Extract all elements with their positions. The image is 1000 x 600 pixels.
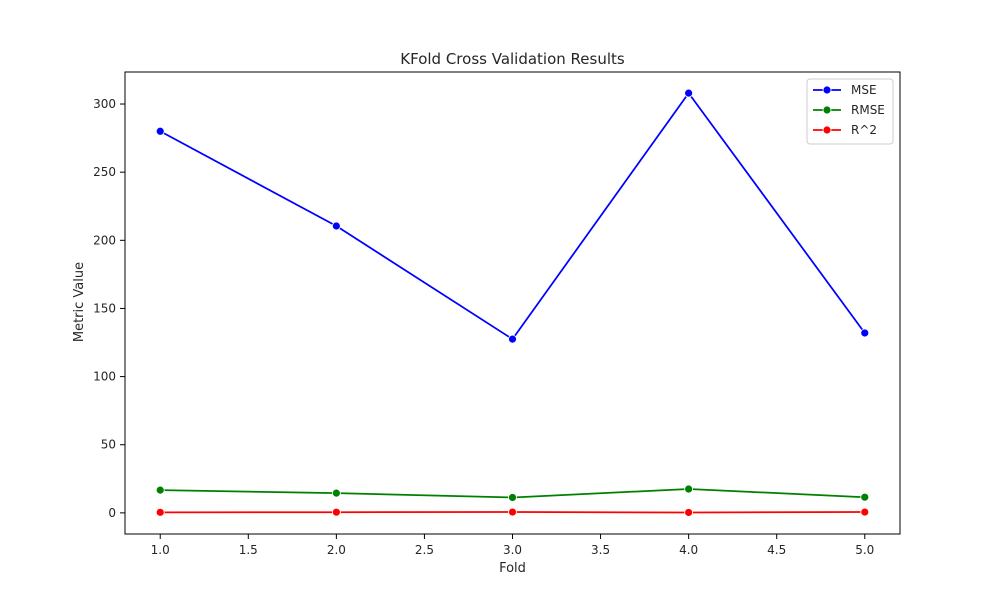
- data-point-mse: [331, 221, 341, 231]
- data-point-rmse: [155, 485, 165, 495]
- y-tick-label: 300: [93, 97, 116, 111]
- data-point-mse: [684, 88, 694, 98]
- y-tick-label: 100: [93, 370, 116, 384]
- data-point-r2: [860, 507, 870, 517]
- legend-marker-mse: [822, 85, 832, 95]
- x-tick-label: 2.0: [327, 543, 346, 557]
- y-axis-label-group: Metric Value: [72, 262, 87, 342]
- legend-marker-r2: [822, 125, 832, 135]
- legend-label-r2: R^2: [851, 123, 877, 137]
- x-tick-label: 2.5: [415, 543, 434, 557]
- x-tick-label: 5.0: [855, 543, 874, 557]
- data-point-rmse: [860, 492, 870, 502]
- x-tick-label: 4.0: [679, 543, 698, 557]
- series-layer: [155, 88, 870, 517]
- legend-label-mse: MSE: [851, 83, 877, 97]
- y-tick-label: 150: [93, 301, 116, 315]
- data-point-rmse: [684, 484, 694, 494]
- data-point-r2: [331, 507, 341, 517]
- data-point-r2: [684, 508, 694, 517]
- x-tick-label: 3.0: [503, 543, 522, 557]
- data-point-mse: [508, 334, 517, 344]
- data-point-mse: [860, 328, 870, 338]
- x-tick-label: 3.5: [591, 543, 610, 557]
- legend: MSE RMSE R^2: [806, 78, 894, 145]
- x-tick-label: 1.0: [151, 543, 170, 557]
- data-point-r2: [155, 507, 165, 517]
- legend-marker-rmse: [822, 105, 832, 115]
- legend-label-rmse: RMSE: [851, 103, 885, 117]
- data-point-rmse: [508, 493, 517, 502]
- y-tick-label: 0: [108, 506, 116, 520]
- y-tick-label: 250: [93, 165, 116, 179]
- data-point-rmse: [331, 488, 341, 498]
- tick-group: 1.0 1.5 2.0 2.5 3.0 3.5 4.0 4.5 5.0 0 50 100 150 200 2…: [93, 97, 874, 557]
- y-axis-label: Metric Value: [72, 262, 87, 342]
- data-point-r2: [508, 507, 517, 517]
- x-axis-label: Fold: [499, 561, 526, 576]
- data-point-mse: [155, 126, 165, 136]
- chart-title: KFold Cross Validation Results: [400, 50, 625, 68]
- x-tick-label: 1.5: [239, 543, 258, 557]
- y-tick-label: 50: [101, 438, 116, 452]
- x-tick-label: 4.5: [767, 543, 786, 557]
- plot-frame: [124, 71, 901, 535]
- y-tick-label: 200: [93, 233, 116, 247]
